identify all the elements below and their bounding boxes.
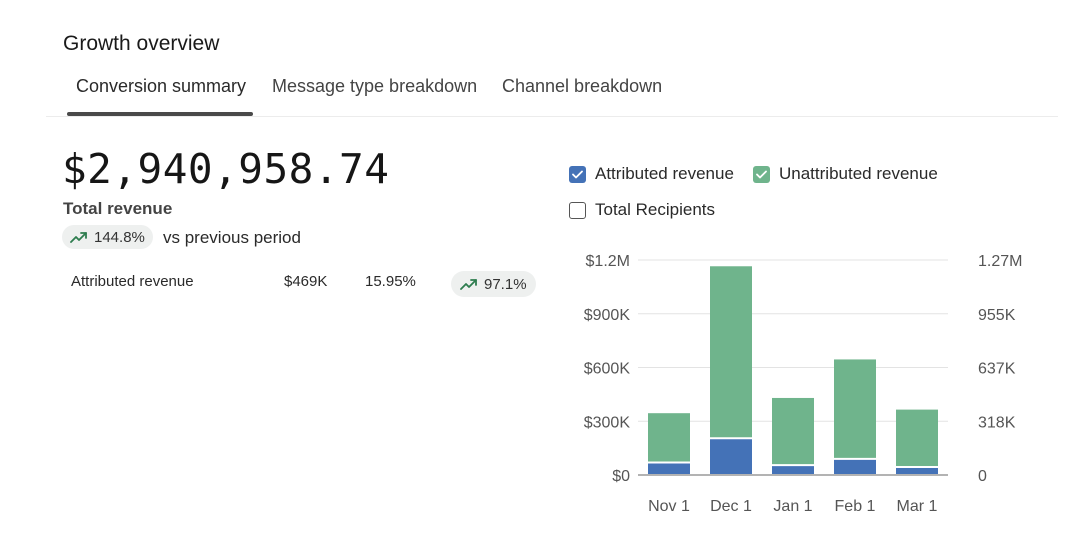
bar-unattributed [834,359,876,459]
trend-up-icon [70,230,88,244]
legend-label: Unattributed revenue [779,164,938,183]
y-tick-label-right: 318K [978,414,1016,431]
y-tick-label-right: 955K [978,307,1016,324]
y-tick-label-left: $0 [612,468,630,485]
y-tick-label-right: 637K [978,361,1016,378]
checkbox-checked-icon[interactable] [569,165,586,183]
legend-label: Total Recipients [595,200,716,219]
bar-attributed [772,465,814,474]
bar-unattributed [710,266,752,439]
revenue-change-value: 144.8% [94,228,145,246]
bar-unattributed [772,397,814,466]
tab-channel-breakdown[interactable]: Channel breakdown [502,76,663,96]
legend-total-recipients[interactable]: Total Recipients [569,200,715,220]
revenue-chart: $0 0 $300K 318K $600K 637K $900K 955K $1.2M 1.27M… [584,253,1023,515]
legend-label: Attributed revenue [595,164,734,183]
revenue-change-badge: 144.8% [62,225,153,249]
attributed-revenue-share: 15.95% [365,273,416,290]
total-revenue-label: Total revenue [63,199,173,218]
total-revenue-value: $2,940,958.74 [62,145,390,193]
x-tick-label: Dec 1 [710,498,752,515]
tab-message-type-breakdown[interactable]: Message type breakdown [272,76,478,96]
bar-attributed [710,438,752,474]
bar-unattributed [648,413,690,463]
attributed-revenue-value: $469K [284,273,328,290]
bar-attributed [834,458,876,474]
legend-unattributed-revenue[interactable]: Unattributed revenue [753,164,938,184]
y-tick-label-left: $1.2M [586,253,630,270]
y-tick-label-right: 0 [978,468,987,485]
y-tick-label-left: $600K [584,361,631,378]
trend-up-icon [460,277,478,291]
x-tick-label: Feb 1 [835,498,876,515]
x-tick-label: Mar 1 [897,498,938,515]
tab-bar: Conversion summary Message type breakdow… [46,70,1058,117]
y-tick-label-left: $300K [584,414,631,431]
x-tick-label: Jan 1 [773,498,812,515]
checkbox-checked-icon[interactable] [753,165,770,183]
y-tick-label-left: $900K [584,307,631,324]
checkbox-unchecked-icon[interactable] [569,201,586,219]
change-comparison-text: vs previous period [163,228,301,247]
bar-attributed [896,466,938,474]
x-tick-label: Nov 1 [648,498,690,515]
legend-attributed-revenue[interactable]: Attributed revenue [569,164,734,184]
bar-unattributed [896,409,938,467]
tab-conversion-summary[interactable]: Conversion summary [76,76,247,96]
attributed-change-value: 97.1% [484,275,527,293]
attributed-change-badge: 97.1% [451,271,536,297]
y-tick-label-right: 1.27M [978,253,1022,270]
bar-attributed [648,462,690,474]
attributed-revenue-label: Attributed revenue [71,273,194,290]
active-tab-indicator [67,112,253,116]
page-title: Growth overview [63,32,220,55]
